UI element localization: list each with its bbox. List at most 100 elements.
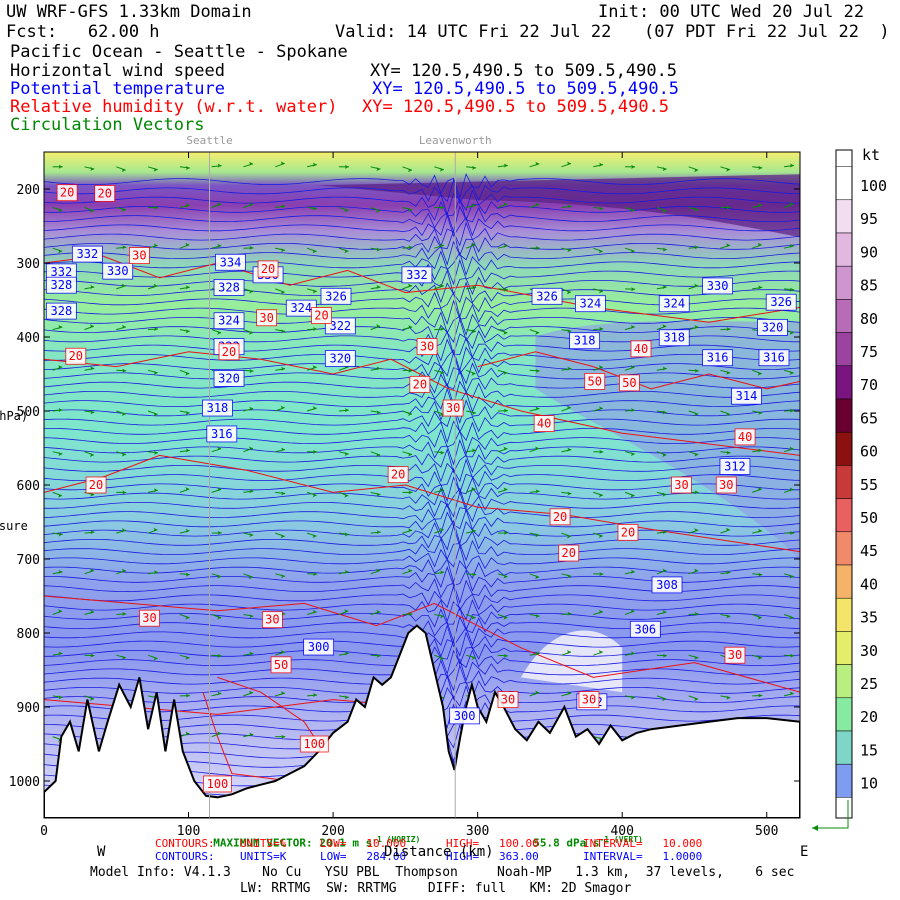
rh-label-box bbox=[715, 476, 737, 494]
vector-arrowhead bbox=[217, 615, 222, 620]
vector-arrowhead bbox=[90, 530, 95, 535]
theta-label: 320 bbox=[762, 320, 784, 334]
theta-contour-line bbox=[44, 172, 800, 199]
vector-arrowhead bbox=[535, 161, 540, 166]
rh-label-box bbox=[578, 691, 600, 708]
vector-arrowhead bbox=[249, 202, 254, 207]
west-label: W bbox=[97, 844, 106, 860]
vector-arrowhead bbox=[503, 530, 508, 535]
colorbar-level-label: 50 bbox=[860, 509, 878, 527]
rh-label-box bbox=[630, 340, 652, 358]
theta-contour-line bbox=[44, 558, 800, 584]
rh-label: 20 bbox=[69, 349, 83, 363]
y-tick-label: 400 bbox=[17, 331, 40, 346]
vector-arrowhead bbox=[408, 611, 413, 616]
vector-arrowhead bbox=[344, 249, 349, 254]
rh-label-box bbox=[270, 656, 292, 674]
theta-label: 328 bbox=[218, 280, 240, 294]
theta-contour-line bbox=[44, 213, 800, 237]
init-time: Init: 00 UTC Wed 20 Jul 22 bbox=[598, 2, 865, 22]
theta-contour-line bbox=[44, 598, 800, 623]
field-label-theta: Potential temperature bbox=[10, 79, 225, 99]
vector-arrowhead bbox=[662, 568, 667, 573]
colorbar-swatch bbox=[835, 564, 853, 599]
vector-arrowhead bbox=[662, 324, 667, 329]
theta-contour-line bbox=[44, 585, 800, 612]
place-label: Leavenworth bbox=[419, 134, 492, 147]
vector-arrowhead bbox=[281, 204, 286, 209]
vector-arrowhead bbox=[121, 528, 126, 533]
vector-arrowhead bbox=[313, 693, 318, 698]
theta-label: 332 bbox=[51, 265, 73, 279]
theta-label-box bbox=[215, 253, 246, 271]
rh-label-box bbox=[409, 375, 431, 393]
vector-arrowhead bbox=[153, 370, 158, 375]
vector-arrowhead bbox=[439, 527, 444, 532]
vector-arrowhead bbox=[790, 408, 795, 413]
vector-arrowhead bbox=[89, 208, 94, 213]
vector-arrowhead bbox=[567, 574, 572, 579]
theta-label: 308 bbox=[656, 578, 678, 592]
vector-arrowhead bbox=[313, 572, 318, 577]
rh-label-box bbox=[619, 374, 640, 392]
theta-label: 330 bbox=[707, 279, 729, 293]
vector-arrowhead bbox=[408, 324, 413, 329]
vector-arrowhead bbox=[408, 528, 413, 533]
vector-arrowhead bbox=[757, 487, 762, 492]
colorbar-swatch bbox=[835, 531, 853, 566]
y-tick-label: 700 bbox=[17, 553, 40, 568]
vector-arrowhead bbox=[407, 568, 412, 573]
vector-arrowhead bbox=[789, 487, 794, 492]
vector-arrowhead bbox=[344, 164, 349, 169]
vector-arrowhead bbox=[758, 528, 763, 533]
vector-arrowhead bbox=[694, 568, 699, 573]
vector-arrowhead bbox=[408, 245, 413, 250]
vector-arrowhead bbox=[58, 493, 63, 498]
vector-arrowhead bbox=[249, 489, 254, 494]
vector-arrowhead bbox=[757, 371, 762, 376]
rh-label-box bbox=[724, 646, 746, 664]
colorbar-swatch bbox=[835, 730, 853, 765]
theta-contour-label: CONTOURS: bbox=[155, 850, 215, 863]
theta-label-box bbox=[531, 287, 563, 305]
vector-arrowhead bbox=[726, 370, 731, 375]
theta-label-box bbox=[324, 317, 356, 335]
vector-arrowhead bbox=[376, 530, 381, 535]
theta-contour-line bbox=[44, 438, 800, 466]
vector-arrowhead bbox=[630, 249, 635, 254]
colorbar-level-label: 10 bbox=[860, 775, 878, 793]
rh-label: 20 bbox=[60, 186, 74, 200]
colorbar-level-label: 35 bbox=[860, 609, 878, 627]
vector-arrowhead bbox=[535, 575, 540, 580]
vector-arrowhead bbox=[503, 287, 508, 292]
vector-arrowhead bbox=[121, 568, 126, 573]
vector-arrowhead bbox=[662, 492, 667, 497]
vector-arrowhead bbox=[535, 533, 540, 538]
colorbar-swatch bbox=[835, 398, 853, 433]
vector-arrowhead bbox=[471, 448, 476, 453]
vector-arrowhead bbox=[153, 167, 158, 172]
vector-arrowhead bbox=[344, 452, 349, 457]
theta-label: 314 bbox=[736, 389, 758, 403]
theta-label-box bbox=[731, 387, 762, 405]
vector-arrowhead bbox=[535, 202, 540, 207]
vector-arrowhead bbox=[790, 163, 795, 168]
vector-arrowhead bbox=[217, 243, 222, 248]
vector-arrowhead bbox=[503, 408, 508, 413]
vector-arrowhead bbox=[726, 327, 731, 332]
reference-vector bbox=[812, 800, 849, 829]
vector-arrowhead bbox=[249, 161, 254, 166]
vector-arrowhead bbox=[439, 167, 444, 172]
vector-arrowhead bbox=[471, 615, 476, 620]
theta-label-box bbox=[719, 458, 751, 475]
vector-arrowhead bbox=[535, 489, 540, 494]
vector-arrowhead bbox=[407, 283, 412, 288]
theta-contour-high: HIGH= 363.00 bbox=[446, 850, 539, 863]
rh-label-box bbox=[203, 775, 232, 793]
vector-arrowhead bbox=[344, 493, 349, 498]
vector-arrowhead bbox=[153, 243, 158, 248]
colorbar-level-label: 15 bbox=[860, 741, 878, 759]
vector-arrowhead bbox=[344, 208, 349, 213]
theta-contour-line bbox=[44, 351, 800, 377]
vector-arrowhead bbox=[598, 406, 603, 411]
